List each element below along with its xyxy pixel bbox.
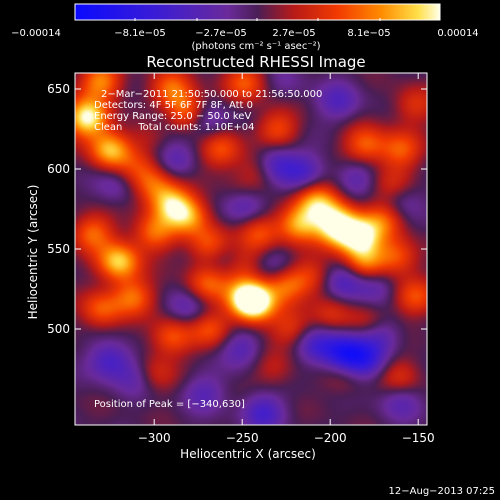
method-annotation: Clean Total counts: 1.10E+04 [94,122,254,133]
heatmap-raster [75,73,427,425]
x-tick-label: −250 [226,431,259,445]
colorbar-tick-label: 8.1e−05 [347,28,390,39]
x-tick-label: −150 [402,431,435,445]
colorbar-tick-label: −8.1e−05 [114,28,166,39]
colorbar-tick-label: −2.7e−05 [195,28,247,39]
x-tick-label: −300 [138,431,171,445]
colorbar [74,3,441,21]
colorbar-ticks [134,18,381,21]
colorbar-tick-label: −0.00014 [11,28,61,39]
detectors-annotation: Detectors: 4F 5F 6F 7F 8F, Att 0 [94,100,253,111]
colorbar-tick-label: 2.7e−05 [272,28,315,39]
y-tick-label: 500 [47,322,70,336]
heatmap-image [75,73,427,425]
chart-title: Reconstructed RHESSI Image [146,53,365,71]
x-tick-label: −200 [314,431,347,445]
y-axis-label: Heliocentric Y (arcsec) [26,185,40,320]
time-range-annotation: 2−Mar−2011 21:50:50.000 to 21:56:50.000 [101,89,322,100]
y-axis-ticks: 500 550 600 650 [47,82,427,336]
x-axis-ticks: −300 −250 −200 −150 [138,73,435,445]
x-axis-label: Heliocentric X (arcsec) [180,447,316,461]
colorbar-unit: (photons cm⁻² s⁻¹ asec⁻²) [191,41,320,52]
y-tick-label: 600 [47,162,70,176]
y-tick-label: 550 [47,242,70,256]
energy-range-annotation: Energy Range: 25.0 − 50.0 keV [94,111,251,122]
y-tick-label: 650 [47,82,70,96]
peak-position-annotation: Position of Peak = [−340,630] [94,399,245,410]
colorbar-tick-label: 0.00014 [437,28,478,39]
footer-timestamp: 12−Aug−2013 07:25 [389,486,495,497]
